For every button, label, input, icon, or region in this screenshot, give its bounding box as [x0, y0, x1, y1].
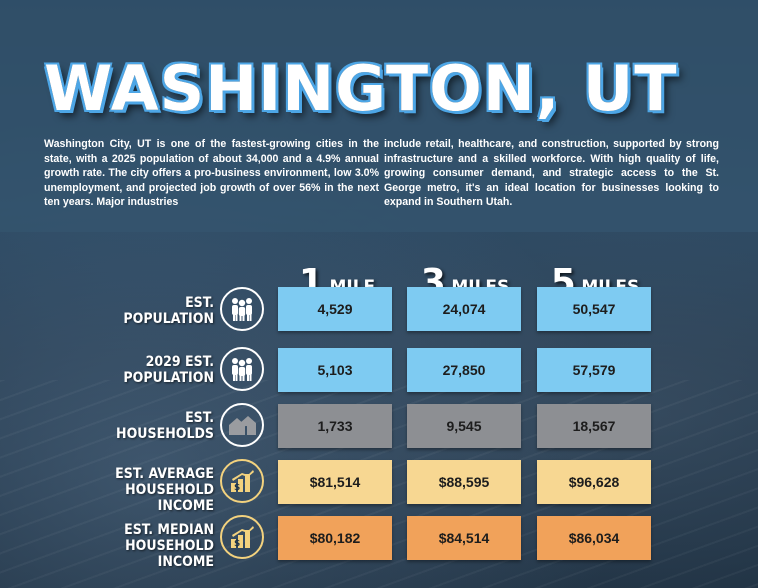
row-label-line-2: HOUSEHOLD INCOME — [125, 538, 214, 570]
cell-median-income-3-miles: $84,514 — [407, 516, 521, 560]
cell-median-income-5-miles: $86,034 — [537, 516, 651, 560]
cell-est-population-1-mile: 4,529 — [278, 287, 392, 331]
description-right: include retail, healthcare, and construc… — [384, 138, 719, 209]
header-band — [0, 0, 758, 232]
cell-est-population-3-miles: 24,074 — [407, 287, 521, 331]
row-label-line-1: EST. MEDIAN — [124, 522, 214, 538]
cell-2029-population-3-miles: 27,850 — [407, 348, 521, 392]
svg-text:$: $ — [234, 483, 240, 493]
cell-est-population-5-miles: 50,547 — [537, 287, 651, 331]
row-label-line-2: POPULATION — [123, 311, 214, 327]
cell-2029-population-1-mile: 5,103 — [278, 348, 392, 392]
row-label-2029-est-population: 2029 EST. POPULATION — [70, 354, 214, 386]
row-label-line-2: HOUSEHOLDS — [116, 426, 214, 442]
row-label-line-2: POPULATION — [123, 370, 214, 386]
row-label-line-1: EST. — [185, 410, 214, 426]
cell-households-1-mile: 1,733 — [278, 404, 392, 448]
row-label-est-population: EST. POPULATION — [70, 295, 214, 327]
cell-avg-income-3-miles: $88,595 — [407, 460, 521, 504]
svg-text:$: $ — [234, 539, 240, 549]
row-label-line-1: 2029 EST. — [145, 354, 214, 370]
row-label-line-1: EST. AVERAGE — [115, 466, 214, 482]
row-label-est-median-household-income: EST. MEDIAN HOUSEHOLD INCOME — [70, 522, 214, 570]
cell-avg-income-1-mile: $81,514 — [278, 460, 392, 504]
people-icon — [220, 287, 264, 331]
row-label-est-households: EST. HOUSEHOLDS — [70, 410, 214, 442]
row-label-line-2: HOUSEHOLD INCOME — [125, 482, 214, 514]
cell-avg-income-5-miles: $96,628 — [537, 460, 651, 504]
row-label-est-average-household-income: EST. AVERAGE HOUSEHOLD INCOME — [70, 466, 214, 514]
page-title: WASHINGTON, UT — [44, 52, 678, 125]
houses-icon — [220, 403, 264, 447]
people-icon — [220, 347, 264, 391]
cell-households-3-miles: 9,545 — [407, 404, 521, 448]
description-left: Washington City, UT is one of the fastes… — [44, 138, 379, 209]
income-chart-icon: $ — [220, 515, 264, 559]
cell-households-5-miles: 18,567 — [537, 404, 651, 448]
row-label-line-1: EST. — [185, 295, 214, 311]
cell-2029-population-5-miles: 57,579 — [537, 348, 651, 392]
cell-median-income-1-mile: $80,182 — [278, 516, 392, 560]
income-chart-icon: $ — [220, 459, 264, 503]
